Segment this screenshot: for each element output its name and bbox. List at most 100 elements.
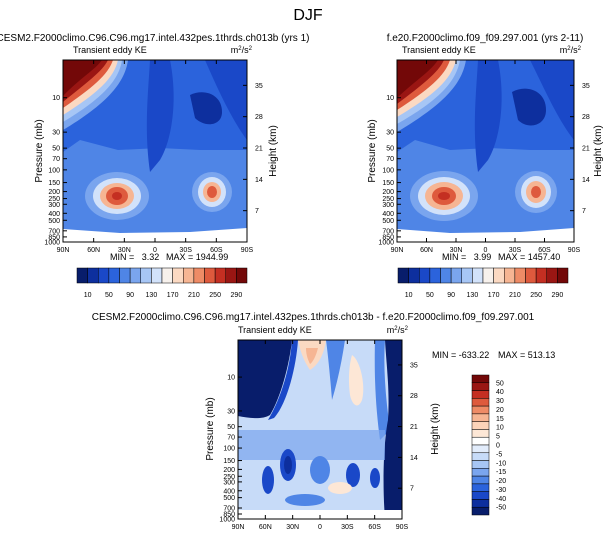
colorbar-label: 250 — [209, 292, 221, 299]
colorbar-label: 290 — [231, 292, 243, 299]
y-tick-label: 300 — [223, 479, 235, 486]
colorbar-box — [236, 267, 248, 284]
colorbar-label: 10 — [405, 292, 413, 299]
y-tick-label: 100 — [48, 167, 60, 174]
x-tick-label: 90S — [568, 247, 581, 254]
colorbar-label: -50 — [496, 505, 506, 512]
y-tick-label: 1000 — [44, 240, 60, 247]
y-tick-label: 200 — [48, 189, 60, 196]
y-tick-label: 150 — [382, 180, 394, 187]
y-tick-label: 70 — [52, 156, 60, 163]
colorbar-box — [525, 267, 537, 284]
colorbar-label: 170 — [488, 292, 500, 299]
colorbar-box — [471, 405, 490, 415]
panel-1-left-string: Transient eddy KE — [73, 45, 147, 55]
page-title: DJF — [293, 7, 323, 24]
colorbar-box — [471, 452, 490, 461]
colorbar-label: 130 — [146, 292, 158, 299]
panel-2-min: MIN = 3.99 — [442, 252, 491, 262]
y-tick-label: 150 — [48, 180, 60, 187]
y-tick-label: 700 — [48, 228, 60, 235]
y-tick-label: 300 — [48, 202, 60, 209]
panel-3-max: MAX = 513.13 — [498, 350, 555, 360]
colorbar-box — [472, 267, 484, 284]
colorbar-label: -15 — [496, 469, 506, 476]
colorbar-label: 50 — [105, 292, 113, 299]
panel-1-max: MAX = 1944.99 — [166, 252, 228, 262]
colorbar-box — [98, 267, 110, 284]
y-tick-label: 50 — [52, 146, 60, 153]
x-tick-label: 60N — [420, 247, 433, 254]
colorbar-box — [397, 267, 409, 284]
colorbar-box — [471, 390, 490, 399]
colorbar-box — [471, 483, 490, 492]
colorbar-box — [557, 267, 569, 284]
colorbar-label: -10 — [496, 460, 506, 467]
colorbar-label: 15 — [496, 416, 504, 423]
height-tick-label: 35 — [255, 83, 263, 90]
height-tick-label: 35 — [582, 83, 590, 90]
colorbar-box — [535, 267, 547, 284]
colorbar-label: 0 — [496, 443, 500, 450]
y-tick-label: 400 — [223, 488, 235, 495]
y-tick-label: 700 — [382, 228, 394, 235]
colorbar-box — [471, 398, 490, 407]
panel-2-ylabel-right: Height (km) — [593, 125, 604, 177]
height-tick-label: 14 — [255, 177, 263, 184]
panel-1-field — [63, 60, 247, 242]
x-tick-label: 60N — [259, 524, 272, 531]
y-tick-label: 500 — [382, 218, 394, 225]
colorbar-box — [514, 267, 526, 284]
x-tick-label: 90S — [241, 247, 254, 254]
colorbar-box — [504, 267, 516, 284]
y-tick-label: 70 — [386, 156, 394, 163]
x-tick-label: 30S — [509, 247, 522, 254]
x-tick-label: 60S — [368, 524, 381, 531]
panel-1: CESM2.F2000climo.C96.C96.mg17.intel.432p… — [0, 33, 309, 299]
panel-2-max: MAX = 1457.40 — [498, 252, 560, 262]
panel-2-title: f.e20.F2000climo.f09_f09.297.001 (yrs 2-… — [387, 33, 584, 44]
height-tick-label: 7 — [582, 208, 586, 215]
colorbar-box — [471, 374, 490, 384]
y-tick-label: 1000 — [378, 240, 394, 247]
y-tick-label: 50 — [227, 424, 235, 431]
y-tick-label: 100 — [223, 446, 235, 453]
panel-3-units: m2/s2 — [387, 325, 409, 335]
panel-3: CESM2.F2000climo.C96.C96.mg17.intel.432p… — [92, 312, 556, 531]
x-tick-label: 30S — [179, 247, 192, 254]
colorbar-box — [471, 468, 490, 477]
colorbar-box — [151, 267, 163, 284]
height-tick-label: 35 — [410, 362, 418, 369]
colorbar-label: 40 — [496, 389, 504, 396]
colorbar-box — [471, 444, 490, 454]
colorbar-box — [429, 267, 441, 284]
panel-2-field — [397, 60, 574, 242]
y-tick-label: 10 — [52, 95, 60, 102]
panel-2-left-string: Transient eddy KE — [402, 45, 476, 55]
panel-3-ylabel: Pressure (mb) — [205, 397, 216, 460]
y-tick-label: 150 — [223, 458, 235, 465]
y-tick-label: 30 — [386, 130, 394, 137]
colorbar-box — [225, 267, 237, 284]
colorbar-label: 90 — [126, 292, 134, 299]
x-tick-label: 90N — [57, 247, 70, 254]
colorbar-box — [482, 267, 494, 284]
colorbar-box — [161, 267, 173, 284]
y-tick-label: 100 — [382, 167, 394, 174]
panel-2-units: m2/s2 — [560, 45, 582, 55]
x-tick-label: 30S — [341, 524, 354, 531]
colorbar-box — [493, 267, 505, 284]
panel-3-min: MIN = -633.22 — [432, 350, 489, 360]
colorbar-label: 290 — [552, 292, 564, 299]
colorbar-label: 50 — [426, 292, 434, 299]
colorbar-box — [471, 429, 490, 438]
colorbar-label: 210 — [188, 292, 200, 299]
colorbar-label: 20 — [496, 407, 504, 414]
colorbar-box — [471, 382, 490, 391]
x-tick-label: 0 — [318, 524, 322, 531]
colorbar-box — [461, 267, 473, 284]
panel-1-units: m2/s2 — [231, 45, 253, 55]
colorbar-label: -5 — [496, 451, 502, 458]
